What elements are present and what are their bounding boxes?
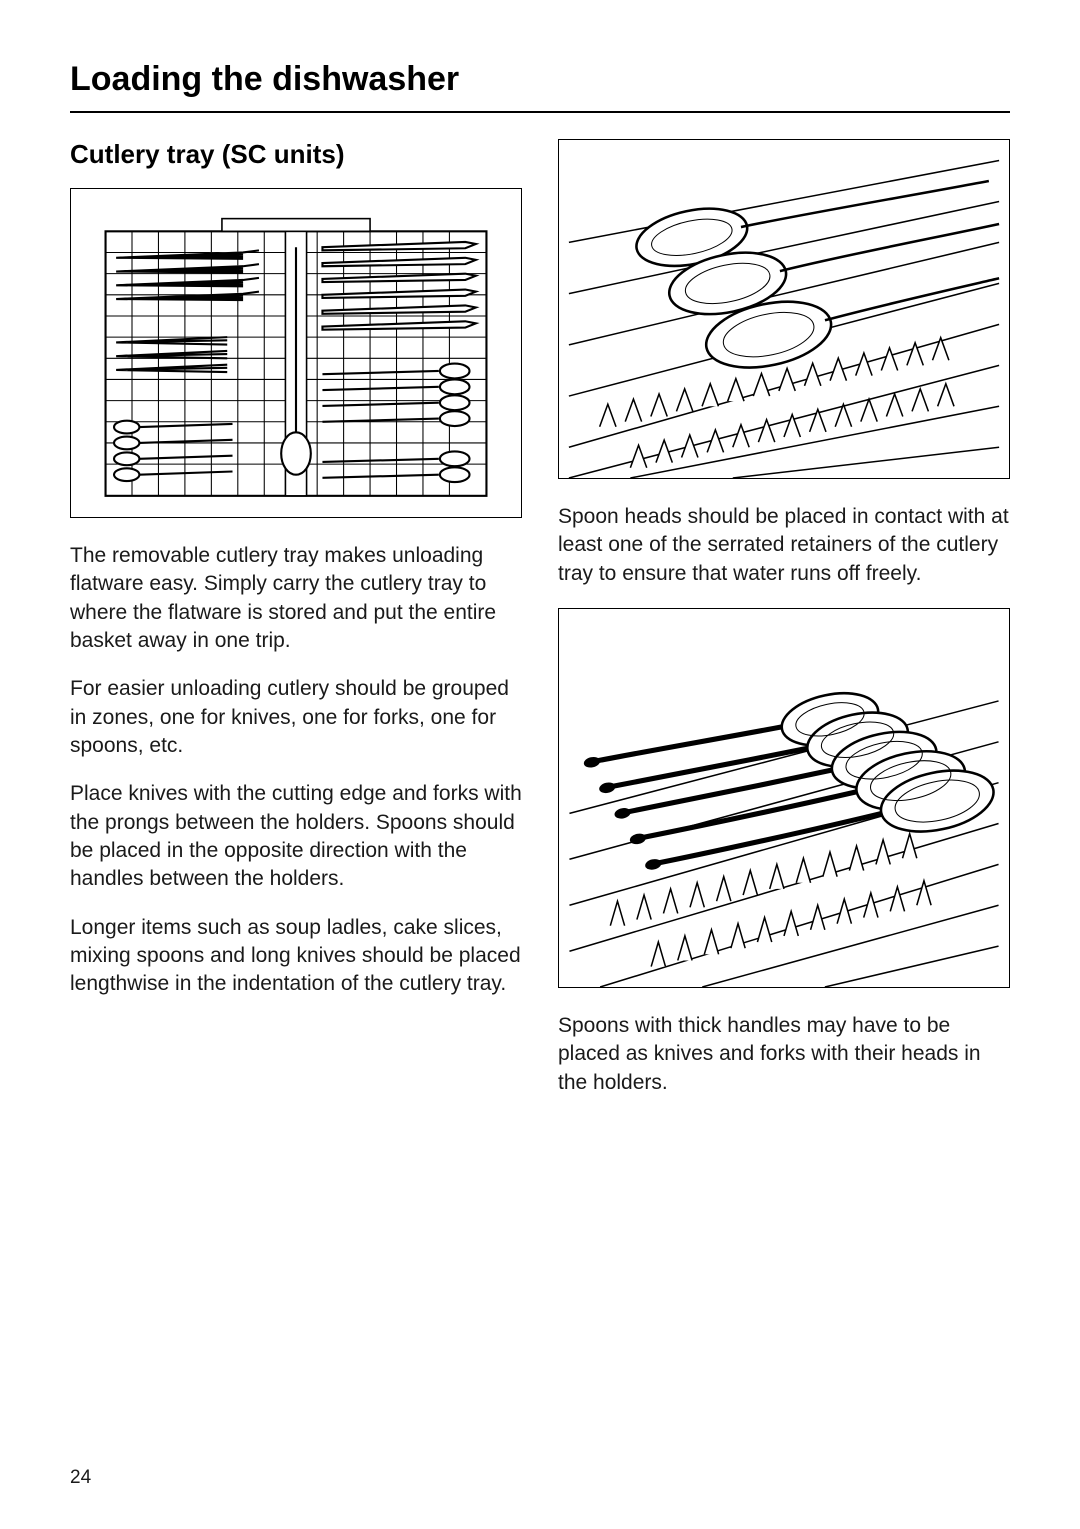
spoon-heads-retainers-icon (559, 140, 1009, 478)
right-paragraph-2: Spoons with thick handles may have to be… (558, 1012, 1010, 1097)
left-paragraph-2: For easier unloading cutlery should be g… (70, 675, 522, 760)
figure-thick-handle-spoons (558, 608, 1010, 988)
left-paragraph-3: Place knives with the cutting edge and f… (70, 780, 522, 893)
right-paragraph-1: Spoon heads should be placed in contact … (558, 503, 1010, 588)
right-column: Spoon heads should be placed in contact … (558, 139, 1010, 1117)
cutlery-tray-overview-icon (71, 189, 521, 517)
left-paragraph-4: Longer items such as soup ladles, cake s… (70, 914, 522, 999)
section-subtitle: Cutlery tray (SC units) (70, 139, 522, 170)
page-number: 24 (70, 1467, 91, 1489)
title-divider (70, 111, 1010, 113)
two-column-layout: Cutlery tray (SC units) (70, 139, 1010, 1117)
figure-cutlery-tray-overview (70, 188, 522, 518)
page-title: Loading the dishwasher (70, 60, 1010, 99)
left-paragraph-1: The removable cutlery tray makes unloadi… (70, 542, 522, 655)
left-column: Cutlery tray (SC units) (70, 139, 522, 1117)
figure-spoon-heads (558, 139, 1010, 479)
thick-handle-spoons-icon (559, 609, 1009, 987)
